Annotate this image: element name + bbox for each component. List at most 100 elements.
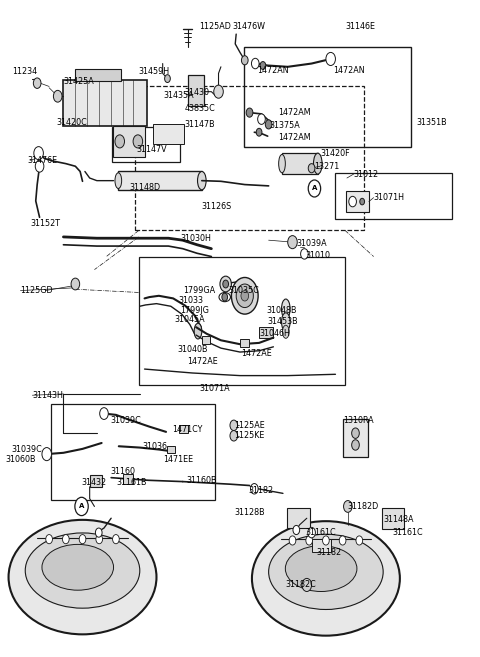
Circle shape <box>62 535 69 544</box>
Circle shape <box>35 160 44 172</box>
Ellipse shape <box>25 533 140 608</box>
Bar <box>343 419 368 457</box>
Text: A: A <box>312 185 317 191</box>
Text: 31045A: 31045A <box>174 315 205 325</box>
Ellipse shape <box>42 545 114 590</box>
Circle shape <box>326 53 336 66</box>
Text: 1472AM: 1472AM <box>278 133 311 142</box>
Ellipse shape <box>279 154 285 173</box>
Bar <box>202 336 210 344</box>
Bar <box>51 405 215 500</box>
Circle shape <box>349 196 357 207</box>
Text: 1310RA: 1310RA <box>343 416 374 424</box>
Circle shape <box>165 75 170 83</box>
Circle shape <box>231 277 258 314</box>
Text: 31040B: 31040B <box>177 345 207 354</box>
Circle shape <box>252 58 259 69</box>
Text: 31161C: 31161C <box>306 528 336 537</box>
Text: 31459H: 31459H <box>139 67 170 76</box>
Ellipse shape <box>281 313 290 331</box>
Text: 31152T: 31152T <box>30 219 60 229</box>
Circle shape <box>293 526 300 535</box>
Circle shape <box>356 536 363 545</box>
Circle shape <box>308 528 315 538</box>
Text: 31476E: 31476E <box>28 156 58 165</box>
Text: 31046H: 31046H <box>259 329 290 338</box>
Text: 31036: 31036 <box>143 442 168 451</box>
Text: 11234: 11234 <box>12 67 37 76</box>
Bar <box>282 153 318 174</box>
Bar <box>90 475 102 487</box>
Text: 31048B: 31048B <box>266 306 297 315</box>
Circle shape <box>96 528 102 537</box>
Circle shape <box>100 407 108 419</box>
Text: 31476W: 31476W <box>233 22 266 31</box>
Text: 31010: 31010 <box>306 251 331 260</box>
Ellipse shape <box>285 546 357 591</box>
Circle shape <box>115 135 124 148</box>
Text: 31030H: 31030H <box>180 235 211 243</box>
Circle shape <box>258 114 265 124</box>
Text: 31182: 31182 <box>249 486 274 495</box>
Circle shape <box>306 536 312 545</box>
Bar <box>188 75 204 106</box>
Text: 1799JG: 1799JG <box>180 306 209 315</box>
Text: 31039C: 31039C <box>12 445 43 454</box>
Bar <box>139 256 345 385</box>
Bar <box>118 171 202 190</box>
Text: 31161C: 31161C <box>393 528 423 537</box>
Circle shape <box>300 249 308 259</box>
Circle shape <box>289 536 296 545</box>
Circle shape <box>323 536 329 545</box>
Ellipse shape <box>252 521 400 636</box>
Bar <box>240 339 249 347</box>
Circle shape <box>260 62 266 70</box>
Ellipse shape <box>115 173 121 189</box>
Text: 31147V: 31147V <box>137 145 168 154</box>
Bar <box>63 80 147 125</box>
Circle shape <box>288 236 297 249</box>
Text: 1472AN: 1472AN <box>257 66 288 75</box>
Bar <box>135 87 364 231</box>
Circle shape <box>241 290 249 301</box>
Circle shape <box>360 198 364 205</box>
Text: 31060B: 31060B <box>5 455 36 464</box>
Text: 1471CY: 1471CY <box>172 424 203 434</box>
Circle shape <box>246 108 253 117</box>
Circle shape <box>339 536 346 545</box>
Text: 31430: 31430 <box>185 89 210 97</box>
Circle shape <box>75 497 88 516</box>
Circle shape <box>34 78 41 89</box>
Circle shape <box>302 578 312 591</box>
Circle shape <box>71 278 80 290</box>
Text: 31420F: 31420F <box>320 148 350 158</box>
Circle shape <box>308 164 315 173</box>
Bar <box>287 509 310 528</box>
Circle shape <box>308 180 321 197</box>
Circle shape <box>214 85 223 98</box>
Text: 31435A: 31435A <box>164 91 194 100</box>
Text: 31033: 31033 <box>178 296 203 305</box>
Text: 31035C: 31035C <box>228 286 259 295</box>
Text: 1125GD: 1125GD <box>21 286 53 295</box>
Bar <box>312 539 331 553</box>
Text: 1125AE: 1125AE <box>234 421 265 430</box>
Bar <box>336 173 452 219</box>
Circle shape <box>230 420 238 430</box>
Circle shape <box>34 147 43 160</box>
Text: 31148A: 31148A <box>383 515 414 524</box>
Circle shape <box>352 440 360 450</box>
Text: 31126S: 31126S <box>202 202 232 212</box>
Text: 1471EE: 1471EE <box>164 455 194 464</box>
Circle shape <box>241 56 248 65</box>
Ellipse shape <box>198 171 206 190</box>
Circle shape <box>79 535 86 544</box>
Text: 31147B: 31147B <box>185 120 215 129</box>
Ellipse shape <box>9 520 156 635</box>
Ellipse shape <box>281 299 290 319</box>
Text: 31143H: 31143H <box>33 391 63 399</box>
Text: A: A <box>79 503 84 509</box>
Circle shape <box>96 535 103 544</box>
Circle shape <box>53 91 62 102</box>
Circle shape <box>236 284 253 307</box>
